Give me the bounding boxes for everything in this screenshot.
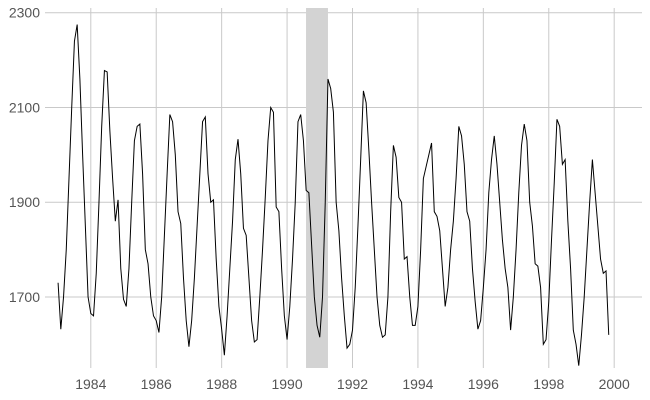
y-tick-label-1700: 1700 — [9, 289, 40, 305]
y-tick-label-2300: 2300 — [9, 5, 40, 21]
x-tick-label-1990: 1990 — [271, 376, 302, 392]
y-tick-label-2100: 2100 — [9, 99, 40, 115]
x-tick-label-1986: 1986 — [141, 376, 172, 392]
shaded-regions — [306, 8, 328, 368]
x-tick-label-1992: 1992 — [337, 376, 368, 392]
shaded-region-1 — [306, 8, 328, 368]
x-tick-label-1988: 1988 — [206, 376, 237, 392]
x-tick-label-1984: 1984 — [75, 376, 106, 392]
series-line-1 — [57, 24, 610, 366]
gridlines — [45, 8, 642, 368]
x-tick-label-2000: 2000 — [599, 376, 630, 392]
series-lines — [57, 24, 610, 366]
x-tick-label-1998: 1998 — [533, 376, 564, 392]
y-tick-label-1900: 1900 — [9, 194, 40, 210]
x-tick-label-1994: 1994 — [402, 376, 433, 392]
x-tick-label-1996: 1996 — [468, 376, 499, 392]
x-axis-tick-labels: 1984 1986 1988 1990 1992 1994 1996 1998 2000 — [75, 376, 630, 392]
y-axis-tick-labels: 1700 1900 2100 2300 — [9, 5, 40, 305]
